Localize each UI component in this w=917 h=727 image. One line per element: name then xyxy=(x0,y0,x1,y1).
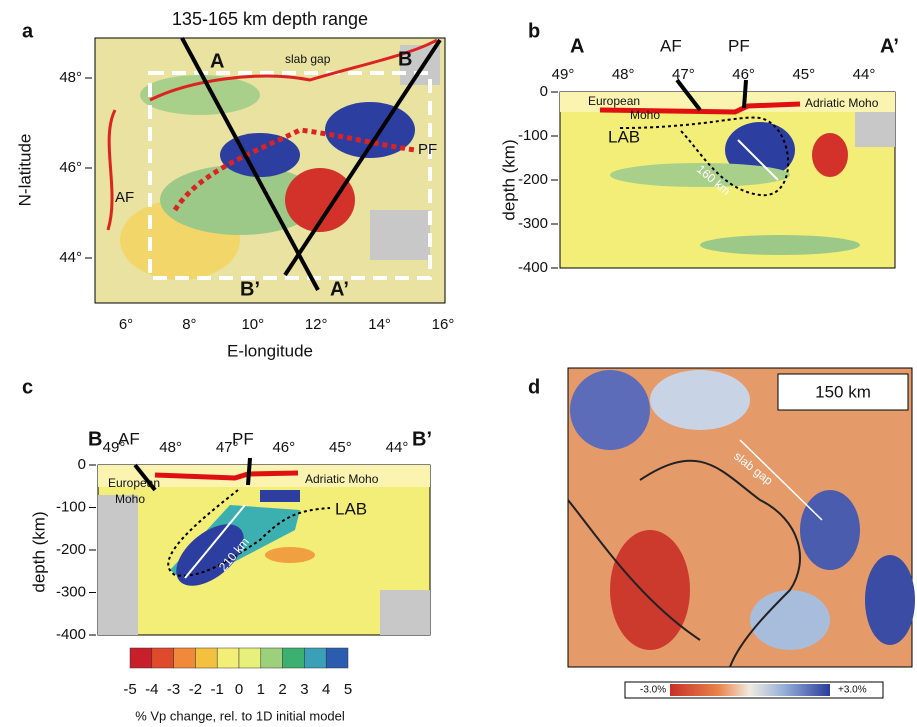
section-b xyxy=(559,78,896,269)
x-tick-label: 14° xyxy=(368,316,391,333)
annotation: A xyxy=(210,50,224,72)
colorbar-tick-label: 0 xyxy=(235,681,243,698)
annotation: A’ xyxy=(880,35,899,57)
title: 135-165 km depth range xyxy=(172,9,368,29)
annotation: Moho xyxy=(115,492,145,506)
annotation: AF xyxy=(115,189,134,206)
x-tick-label: 49° xyxy=(103,439,126,456)
y-tick-label: 0 xyxy=(78,456,86,473)
annotation: European xyxy=(588,94,640,108)
colorbar-tick-label: -5 xyxy=(123,681,136,698)
y-tick-label: 44° xyxy=(59,249,82,266)
annotation: Adriatic Moho xyxy=(805,96,879,110)
x-tick-label: 47° xyxy=(672,66,695,83)
colorbar xyxy=(670,684,830,696)
annotation: LAB xyxy=(608,127,640,146)
colorbar-cell xyxy=(238,647,262,669)
y-label: depth (km) xyxy=(499,139,518,220)
x-tick-label: 10° xyxy=(241,316,264,333)
y-tick-label: 48° xyxy=(59,69,82,86)
y-tick-label: -400 xyxy=(56,626,86,643)
section-c xyxy=(97,457,431,636)
x-tick-label: 8° xyxy=(182,316,196,333)
colorbar-tick-label: -2 xyxy=(189,681,202,698)
colorbar-label: +3.0% xyxy=(838,685,867,696)
x-tick-label: 12° xyxy=(305,316,328,333)
colorbar-tick-label: 2 xyxy=(278,681,286,698)
panel-letter: d xyxy=(528,376,540,398)
y-tick-label: -100 xyxy=(56,498,86,515)
annotation: Moho xyxy=(630,108,660,122)
colorbar-tick-label: 4 xyxy=(322,681,330,698)
annotation: European xyxy=(108,476,160,490)
colorbar-cell xyxy=(195,647,218,669)
colorbar-tick-label: -4 xyxy=(145,681,158,698)
annotation: A’ xyxy=(330,278,349,300)
colorbar-cell xyxy=(129,647,153,669)
colorbar-cell xyxy=(151,647,174,669)
colorbar-cell xyxy=(216,647,240,669)
colorbar-title: % Vp change, rel. to 1D initial model xyxy=(135,708,345,723)
colorbar-tick-label: 3 xyxy=(300,681,308,698)
panel-letter: c xyxy=(22,376,33,398)
annotation: B’ xyxy=(240,278,260,300)
y-tick-label: -200 xyxy=(56,541,86,558)
annotation: slab gap xyxy=(285,52,331,66)
colorbar-tick-label: -3 xyxy=(167,681,180,698)
x-tick-label: 46° xyxy=(732,66,755,83)
y-tick-label: -200 xyxy=(518,171,548,188)
x-tick-label: 46° xyxy=(272,439,295,456)
annotation: PF xyxy=(418,141,437,158)
y-tick-label: -100 xyxy=(518,127,548,144)
y-label: N-latitude xyxy=(15,134,34,207)
x-tick-label: 6° xyxy=(119,316,133,333)
annotation: B xyxy=(398,48,412,70)
map-a xyxy=(94,37,446,304)
y-label: depth (km) xyxy=(29,511,48,592)
annotation: PF xyxy=(728,36,750,55)
x-tick-label: 44° xyxy=(386,439,409,456)
y-tick-label: -400 xyxy=(518,259,548,276)
x-tick-label: 48° xyxy=(612,66,635,83)
x-tick-label: 48° xyxy=(159,439,182,456)
x-tick-label: 45° xyxy=(329,439,352,456)
annotation: B’ xyxy=(412,428,432,450)
colorbar-cell xyxy=(325,647,349,669)
colorbar-tick-label: 1 xyxy=(257,681,265,698)
x-tick-label: 49° xyxy=(552,66,575,83)
panel-letter: a xyxy=(22,20,34,42)
colorbar-tick-label: -1 xyxy=(211,681,224,698)
x-label: E-longitude xyxy=(227,341,313,360)
map-d xyxy=(567,367,915,668)
annotation: A xyxy=(570,35,584,57)
annotation: Adriatic Moho xyxy=(305,472,379,486)
y-tick-label: -300 xyxy=(56,583,86,600)
annotation: AF xyxy=(660,36,682,55)
annotation: LAB xyxy=(335,499,367,518)
colorbar-cell xyxy=(260,647,283,669)
y-tick-label: 46° xyxy=(59,159,82,176)
annotation: AF xyxy=(118,429,140,448)
annotation: B xyxy=(88,428,102,450)
y-tick-label: -300 xyxy=(518,215,548,232)
colorbar-cell xyxy=(304,647,327,669)
colorbar-cell xyxy=(173,647,196,669)
box-label: 150 km xyxy=(815,382,871,401)
colorbar-tick-label: 5 xyxy=(344,681,352,698)
annotation: PF xyxy=(232,429,254,448)
x-tick-label: 44° xyxy=(853,66,876,83)
x-tick-label: 47° xyxy=(216,439,239,456)
panel-letter: b xyxy=(528,20,540,42)
x-tick-label: 16° xyxy=(432,316,455,333)
colorbar-cell xyxy=(282,647,305,669)
colorbar-label: -3.0% xyxy=(640,685,666,696)
x-tick-label: 45° xyxy=(792,66,815,83)
y-tick-label: 0 xyxy=(540,83,548,100)
